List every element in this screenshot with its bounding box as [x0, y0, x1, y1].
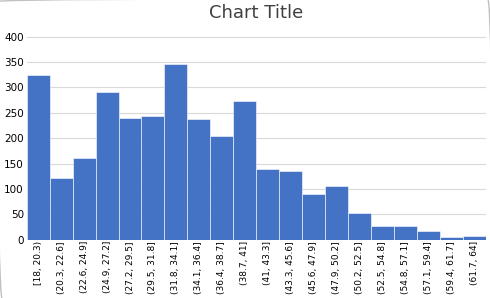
- Bar: [325, 186, 348, 240]
- Bar: [73, 159, 96, 240]
- Bar: [256, 169, 279, 240]
- Bar: [394, 226, 417, 240]
- Bar: [233, 101, 256, 240]
- Bar: [96, 92, 119, 240]
- Bar: [119, 118, 142, 240]
- Bar: [165, 64, 187, 240]
- Bar: [348, 213, 371, 240]
- Bar: [463, 236, 486, 240]
- Bar: [49, 178, 73, 240]
- Bar: [302, 194, 325, 240]
- Title: Chart Title: Chart Title: [209, 4, 303, 22]
- Bar: [142, 116, 165, 240]
- Bar: [187, 119, 210, 240]
- Bar: [210, 136, 233, 240]
- Bar: [279, 171, 302, 240]
- Bar: [440, 237, 463, 240]
- Bar: [26, 75, 49, 240]
- Bar: [371, 226, 394, 240]
- Bar: [417, 231, 440, 240]
